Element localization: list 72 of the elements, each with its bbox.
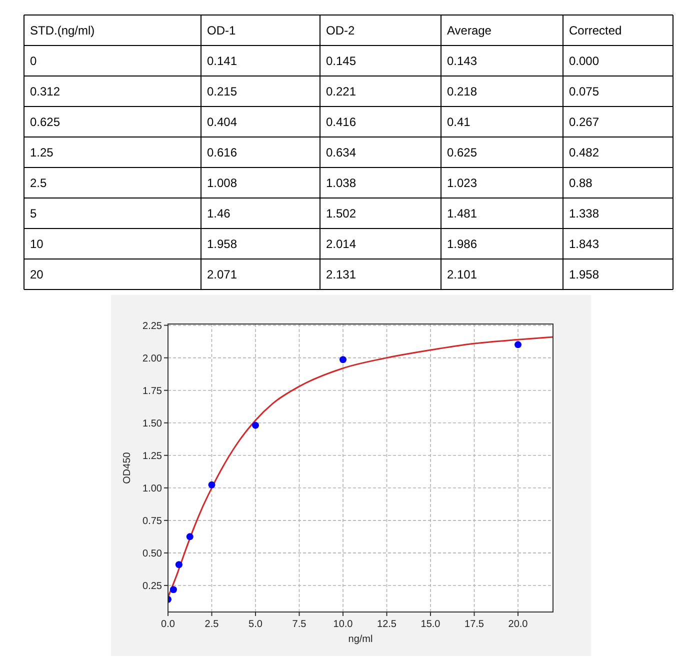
text: 0.625 [30,114,60,129]
text: 1.958 [207,236,238,251]
text: 0.267 [569,114,600,129]
x-tick-label: 17.5 [464,619,484,630]
text: 1.008 [207,176,238,190]
category-label: STD.(ng/ml) [30,23,95,38]
text: 2.101 [447,267,478,282]
x-tick-label: 12.5 [377,619,397,630]
text: 0.215 [207,84,238,98]
text: 2.071 [207,267,238,282]
y-tick-label: 1.50 [142,418,162,430]
text: 0.312 [30,84,60,98]
text: 2.5 [30,176,47,190]
y-tick-label: 0.75 [142,516,162,527]
text: 0.616 [207,145,238,160]
point [514,341,522,348]
text: 0.141 [207,54,238,68]
x-tick-label: 20.0 [508,619,528,630]
text: 0.143 [447,54,478,68]
text: 0.41 [447,114,470,129]
text: 1.023 [447,176,478,190]
x-tick-label: 0.0 [161,619,176,630]
text: 1.481 [447,206,478,220]
text: 1.038 [326,176,356,190]
category-label: Corrected [569,23,622,38]
text: 5 [30,206,37,220]
text: 0.218 [447,84,478,98]
y-tick-label: 0.50 [142,548,162,560]
y-tick-label: 0.25 [142,580,162,592]
y-tick-label: 1.00 [142,483,162,494]
category-label: OD-1 [207,23,236,38]
text: 1.338 [569,206,600,220]
point [175,561,182,568]
text: 1.843 [569,236,600,251]
text: 1.502 [326,206,356,220]
y-tick-label: 1.25 [142,450,162,462]
text: 1.46 [207,206,230,220]
category-label: Average [447,23,492,38]
y-tick-label: 2.25 [142,320,162,332]
category-label: OD-2 [326,23,355,38]
point [186,533,194,540]
text: 10 [30,236,44,251]
point [340,356,346,364]
text: 1.986 [447,236,478,251]
text: 0.416 [326,114,356,129]
y-tick-label: 1.75 [142,386,162,397]
x-tick-label: 2.5 [204,619,220,630]
text: 2.131 [326,267,356,282]
point [252,422,259,429]
text: 1.958 [569,267,600,282]
text: 0.145 [326,54,356,68]
x-tick-label: 5.0 [248,619,263,630]
x-tick-label: 7.5 [292,619,307,630]
text: 0 [30,54,37,68]
text: 0.88 [569,176,592,190]
text: 1.25 [30,145,54,160]
text: 0.625 [447,145,478,160]
x-tick-label: 15.0 [420,619,441,630]
x-tick-label: 10.0 [333,619,354,630]
y-tick-label: 2.00 [142,353,162,364]
y-axis-title: OD450 [122,452,133,484]
text: 20 [30,267,44,282]
text: 0.221 [326,84,356,98]
text: 0.404 [207,114,238,129]
text: 0.634 [326,145,356,160]
point [170,586,177,594]
text: 0.482 [569,145,600,160]
point [208,481,216,488]
text: 2.014 [326,236,356,251]
x-axis-title: ng/ml [348,634,373,645]
text: 0.000 [569,54,600,68]
text: 0.075 [569,84,600,98]
